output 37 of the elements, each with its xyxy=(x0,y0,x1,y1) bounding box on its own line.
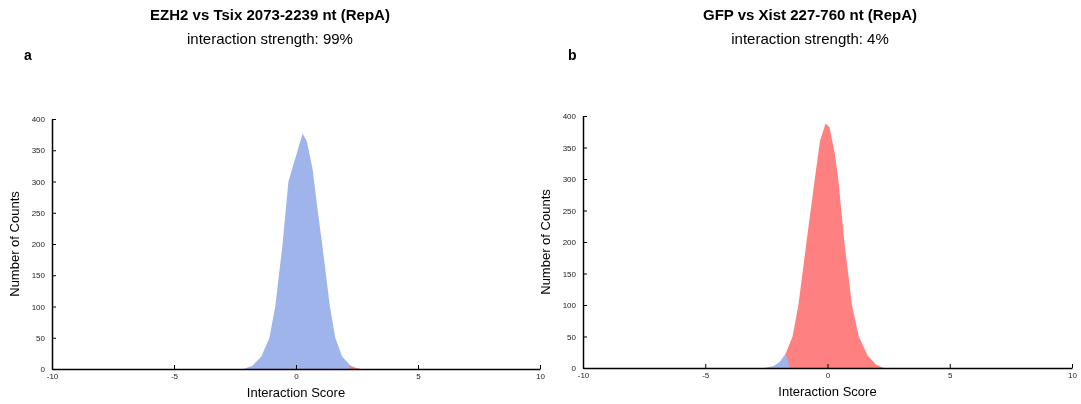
text: b xyxy=(568,47,577,63)
text: a xyxy=(24,47,32,63)
chart-subtitle: interaction strength: 99% xyxy=(187,30,353,47)
x-tick-label: 10 xyxy=(1068,371,1078,381)
x-axis-title: Interaction Score xyxy=(778,384,877,399)
x-tick-label: 10 xyxy=(536,372,546,382)
y-tick-label: 50 xyxy=(36,333,46,343)
y-tick-label: 300 xyxy=(562,175,577,185)
y-tick-label: 150 xyxy=(562,269,577,279)
y-tick-label: 400 xyxy=(31,115,46,125)
y-axis-title: Number of Counts xyxy=(538,188,553,295)
x-axis-title: Interaction Score xyxy=(246,385,346,400)
y-axis-title: Number of Counts xyxy=(7,190,22,297)
x-tick-label: 5 xyxy=(416,372,422,382)
y-tick-label: 50 xyxy=(567,332,577,342)
x-tick-label: -5 xyxy=(170,372,179,382)
y-tick-label: 200 xyxy=(31,240,46,250)
y-tick-label: 300 xyxy=(31,177,46,187)
y-tick-label: 250 xyxy=(562,206,577,216)
x-tick-label: 0 xyxy=(825,371,831,381)
chart-subtitle: interaction strength: 4% xyxy=(731,30,889,47)
y-tick-label: 100 xyxy=(31,302,46,312)
chart-title: GFP vs Xist 227-760 nt (RepA) xyxy=(703,6,917,23)
y-tick-label: 0 xyxy=(571,364,577,374)
x-tick-label: 0 xyxy=(294,372,300,382)
x-tick-label: -5 xyxy=(702,371,710,381)
y-tick-label: 250 xyxy=(31,208,46,218)
y-tick-label: 200 xyxy=(562,238,577,248)
y-tick-label: 150 xyxy=(31,271,46,281)
x-tick-label: -10 xyxy=(46,372,59,382)
y-tick-label: 350 xyxy=(31,146,46,156)
y-tick-label: 400 xyxy=(562,112,577,122)
x-tick-label: 5 xyxy=(948,371,954,381)
chart-title: EZH2 vs Tsix 2073-2239 nt (RepA) xyxy=(150,6,390,23)
y-tick-label: 350 xyxy=(562,143,577,153)
y-tick-label: 100 xyxy=(562,301,577,311)
x-tick-label: -10 xyxy=(577,371,590,381)
